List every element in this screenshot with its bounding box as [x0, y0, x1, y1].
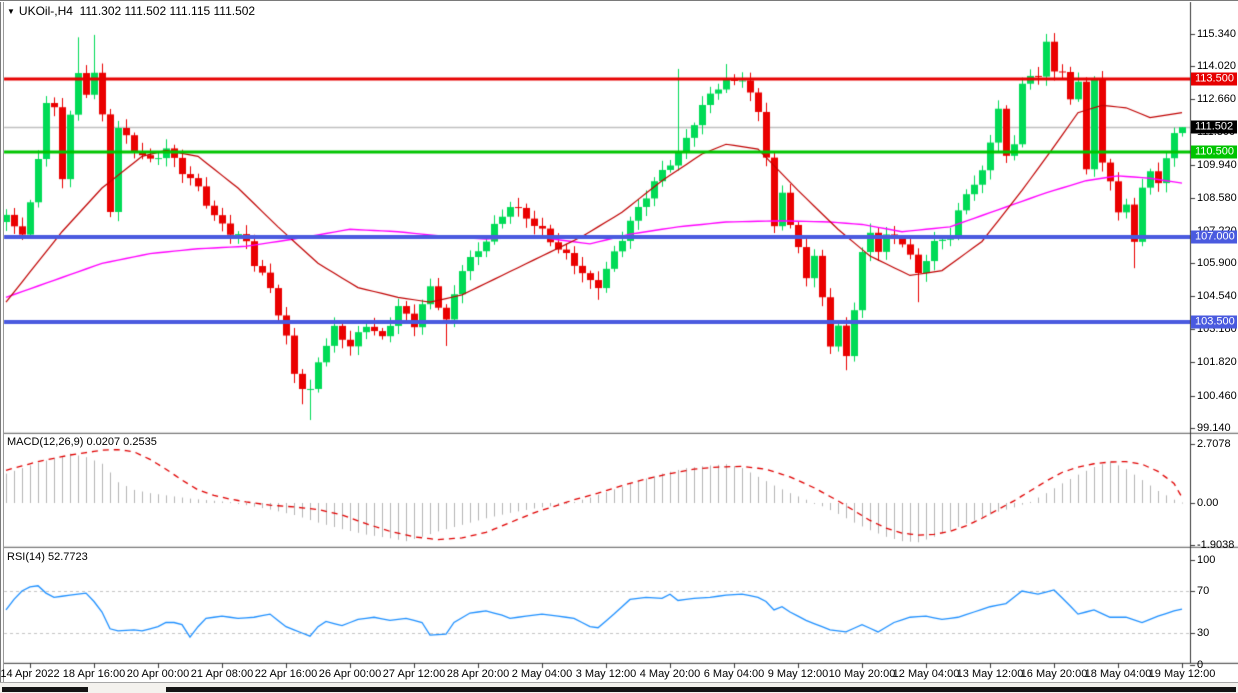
time-axis-label: 20 Apr 00:00	[126, 668, 190, 680]
rsi-tick-label: 30	[1197, 627, 1210, 639]
price-tick-label: 101.820	[1197, 356, 1237, 369]
time-axis-label: 22 Apr 16:00	[254, 668, 318, 680]
time-axis-label: 12 May 04:00	[892, 668, 960, 680]
time-axis-label: 13 May 12:00	[956, 668, 1024, 680]
macd-tick-label: 0.00	[1197, 497, 1219, 509]
time-axis-label: 21 Apr 08:00	[190, 668, 254, 680]
rsi-indicator-label: RSI(14) 52.7723	[7, 551, 88, 563]
time-axis-label: 28 Apr 20:00	[446, 668, 510, 680]
time-axis-label: 18 May 04:00	[1084, 668, 1152, 680]
level-price-tag[interactable]: 110.500	[1191, 145, 1237, 159]
window-edge-segment-left	[2, 687, 88, 692]
price-tick-label: 104.540	[1197, 290, 1237, 303]
price-tick-label: 114.020	[1197, 60, 1236, 72]
rsi-tick-label: 100	[1197, 553, 1216, 566]
macd-tick-label: -1.9038	[1197, 538, 1235, 551]
time-axis-label: 9 May 12:00	[767, 668, 829, 680]
time-axis-label: 26 Apr 00:00	[318, 668, 382, 680]
rsi-value: 52.7723	[47, 551, 88, 563]
time-axis-label: 18 Apr 16:00	[62, 668, 126, 680]
time-axis-label: 3 May 12:00	[575, 668, 637, 680]
rsi-tick-label: 0	[1197, 658, 1204, 671]
time-axis-label: 27 Apr 12:00	[382, 668, 446, 680]
time-axis-label: 10 May 20:00	[828, 668, 896, 680]
macd-values: 0.0207 0.2535	[86, 436, 157, 448]
level-price-tag[interactable]: 107.000	[1191, 230, 1237, 244]
chart-title-bar: ▼ UKOil-,H4 111.302 111.502 111.115 111.5…	[7, 4, 255, 18]
ohlc-values: 111.302 111.502 111.115 111.502	[79, 4, 256, 18]
rsi-tick-label: 70	[1197, 585, 1210, 597]
time-axis-label: 19 May 12:00	[1148, 668, 1216, 680]
bottom-strip	[0, 682, 1238, 693]
window-frame-left	[0, 0, 4, 693]
level-price-tag[interactable]: 103.500	[1191, 315, 1237, 329]
current-price-tag: 111.502	[1191, 120, 1237, 134]
price-tick-label: 108.580	[1197, 192, 1237, 205]
time-axis-label: 4 May 20:00	[639, 668, 701, 680]
window-edge-segment-right	[166, 687, 1236, 692]
time-axis-label: 14 Apr 2022	[0, 668, 60, 680]
time-axis-label: 2 May 04:00	[511, 668, 573, 680]
price-tick-label: 105.900	[1197, 257, 1237, 270]
price-tick-label: 99.140	[1197, 421, 1231, 434]
price-tick-label: 100.460	[1197, 389, 1237, 402]
level-price-tag[interactable]: 113.500	[1191, 72, 1237, 86]
macd-indicator-label: MACD(12,26,9) 0.0207 0.2535	[7, 436, 157, 448]
price-tick-label: 109.940	[1197, 159, 1237, 172]
time-axis-label: 6 May 04:00	[703, 668, 765, 680]
price-tick-label: 112.660	[1197, 93, 1236, 106]
time-axis-label: 16 May 20:00	[1020, 668, 1088, 680]
macd-tick-label: 2.7078	[1197, 437, 1231, 450]
window-frame-top	[0, 0, 1238, 2]
symbol-dropdown-icon[interactable]: ▼	[7, 7, 15, 16]
symbol-period-label: UKOil-,H4	[18, 4, 73, 18]
price-tick-label: 115.340	[1197, 27, 1236, 40]
